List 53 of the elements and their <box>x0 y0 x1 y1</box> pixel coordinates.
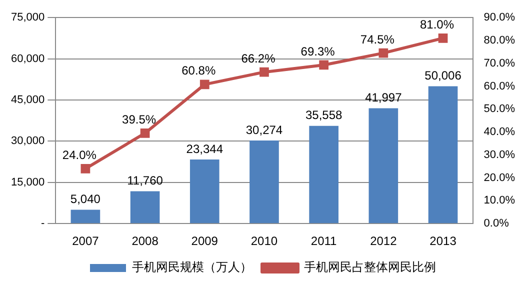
data-label: 35,558 <box>305 108 342 122</box>
y-tick-label: 60,000 <box>10 52 45 65</box>
y2-tick-label: 10.0% <box>484 194 516 207</box>
point <box>80 164 90 174</box>
point <box>378 48 388 58</box>
data-label: 23,344 <box>186 142 224 156</box>
x-tick-label: 2010 <box>250 234 278 248</box>
data-label: 5,040 <box>70 192 101 206</box>
x-tick-label: 2009 <box>191 234 218 248</box>
y2-tick-label: 40.0% <box>484 126 516 138</box>
x-tick-label: 2011 <box>310 234 338 248</box>
bar <box>428 86 458 224</box>
data-label: 50,006 <box>424 68 462 83</box>
x-tick-label: 2012 <box>370 234 398 248</box>
bar <box>70 210 100 224</box>
data-label: 66.2% <box>241 51 276 66</box>
y2-tick-label: 70.0% <box>484 57 516 70</box>
data-label: 39.5% <box>122 112 156 126</box>
data-label: 60.8% <box>182 64 216 78</box>
bar <box>368 108 398 224</box>
y2-tick-label: 50.0% <box>484 103 516 116</box>
point <box>140 128 150 138</box>
y-tick-label: 45,000 <box>10 94 45 106</box>
y2-tick-label: 0.0% <box>484 218 510 230</box>
data-label: 81.0% <box>420 18 454 32</box>
bar <box>190 159 220 224</box>
legend-label: 手机网民规模（万人） <box>132 260 252 274</box>
y-tick-label: 30,000 <box>10 135 45 148</box>
y-tick-label: 15,000 <box>10 176 45 188</box>
x-tick-label: 2007 <box>72 234 100 248</box>
point <box>319 60 329 70</box>
y-tick-label: - <box>40 218 45 230</box>
bar <box>130 191 160 224</box>
data-label: 74.5% <box>360 32 395 46</box>
data-label: 11,760 <box>127 174 164 188</box>
x-tick-label: 2008 <box>132 234 159 248</box>
bar <box>309 126 338 224</box>
y2-tick-label: 80.0% <box>484 34 516 47</box>
data-label: 24.0% <box>62 148 97 162</box>
point <box>438 34 448 43</box>
y2-tick-label: 20.0% <box>484 172 516 184</box>
data-label: 41,997 <box>365 90 402 105</box>
y-tick-label: 75,000 <box>10 12 45 24</box>
bar <box>250 140 279 224</box>
x-tick-label: 2013 <box>430 234 457 248</box>
legend-label: 手机网民占整体网民比例 <box>304 260 436 274</box>
data-label: 69.3% <box>300 44 336 58</box>
y2-tick-label: 60.0% <box>484 80 516 92</box>
point <box>200 80 210 90</box>
data-label: 30,274 <box>246 122 283 137</box>
point <box>260 67 269 77</box>
y2-tick-label: 90.0% <box>484 12 516 24</box>
y2-tick-label: 30.0% <box>484 148 516 161</box>
